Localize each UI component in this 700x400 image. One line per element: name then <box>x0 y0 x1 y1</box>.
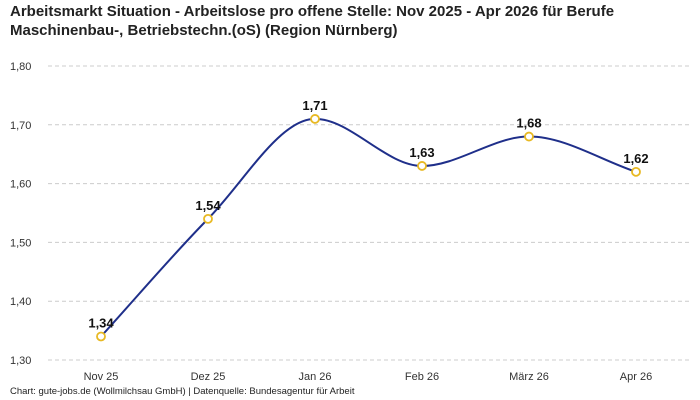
y-tick-label: 1,30 <box>10 355 31 367</box>
data-label: 1,71 <box>302 98 327 113</box>
y-tick-label: 1,40 <box>10 296 31 308</box>
data-label: 1,34 <box>88 315 114 330</box>
y-tick-label: 1,50 <box>10 237 31 249</box>
data-point <box>631 166 641 177</box>
data-point <box>524 131 534 142</box>
data-label: 1,62 <box>623 151 648 166</box>
data-label: 1,54 <box>195 198 221 213</box>
series-line <box>100 117 637 338</box>
x-tick-label: Nov 25 <box>84 371 119 383</box>
data-labels: 1,34 1,54 1,71 1,63 1,68 1,62 <box>88 98 648 331</box>
data-point <box>203 213 213 224</box>
x-tick-label: Apr 26 <box>620 371 652 383</box>
x-tick-label: Feb 26 <box>405 371 439 383</box>
y-tick-label: 1,70 <box>10 120 31 132</box>
data-markers <box>96 114 641 342</box>
data-point <box>310 114 320 124</box>
y-tick-label: 1,80 <box>10 61 31 73</box>
data-label: 1,63 <box>409 145 434 160</box>
data-point <box>417 161 427 171</box>
y-tick-label: 1,60 <box>10 179 31 191</box>
x-axis-ticks: Nov 25 Dez 25 Jan 26 Feb 26 März 26 Apr 26 <box>84 371 653 383</box>
chart-footer: Chart: gute-jobs.de (Wollmilchsau GmbH) … <box>10 386 355 397</box>
y-axis-ticks: 1,30 1,40 1,50 1,60 1,70 1,80 <box>10 61 31 367</box>
x-tick-label: Jan 26 <box>298 371 331 383</box>
grid-lines <box>48 65 690 361</box>
data-point <box>96 331 106 342</box>
data-label: 1,68 <box>516 116 541 131</box>
chart-title: Arbeitsmarkt Situation - Arbeitslose pro… <box>10 3 615 39</box>
x-tick-label: Dez 25 <box>191 371 226 383</box>
x-tick-label: März 26 <box>509 371 549 383</box>
